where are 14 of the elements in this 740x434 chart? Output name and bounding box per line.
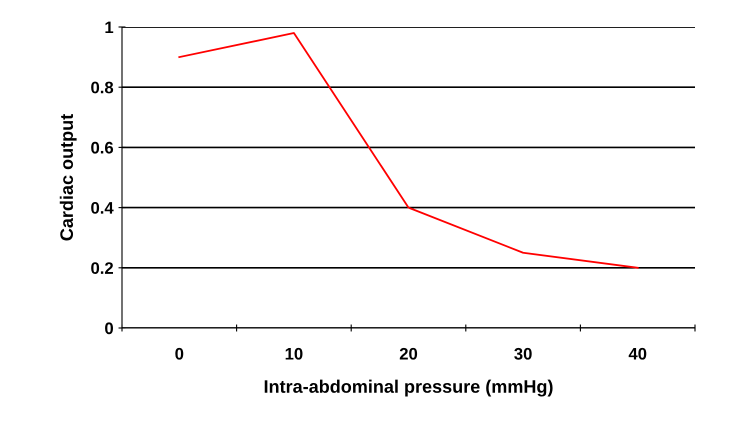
x-tick-label: 0 xyxy=(175,348,184,360)
y-tick-label: 1 xyxy=(105,22,114,34)
y-tick-label: 0 xyxy=(105,322,113,334)
y-tick-label: 0.6 xyxy=(91,142,114,154)
y-axis-title: Cardiac output xyxy=(60,114,77,240)
x-tick-label: 30 xyxy=(514,348,532,360)
x-tick-label: 40 xyxy=(628,348,646,360)
line-series xyxy=(178,32,639,269)
x-tick-label: 20 xyxy=(400,348,418,360)
y-tick-label: 0.8 xyxy=(91,82,114,94)
y-tick-label: 0.4 xyxy=(91,202,114,214)
y-tick-label: 0.2 xyxy=(91,262,113,274)
x-tick-label: 10 xyxy=(286,348,302,360)
x-axis-title: Intra-abdominal pressure (mmHg) xyxy=(264,380,553,397)
